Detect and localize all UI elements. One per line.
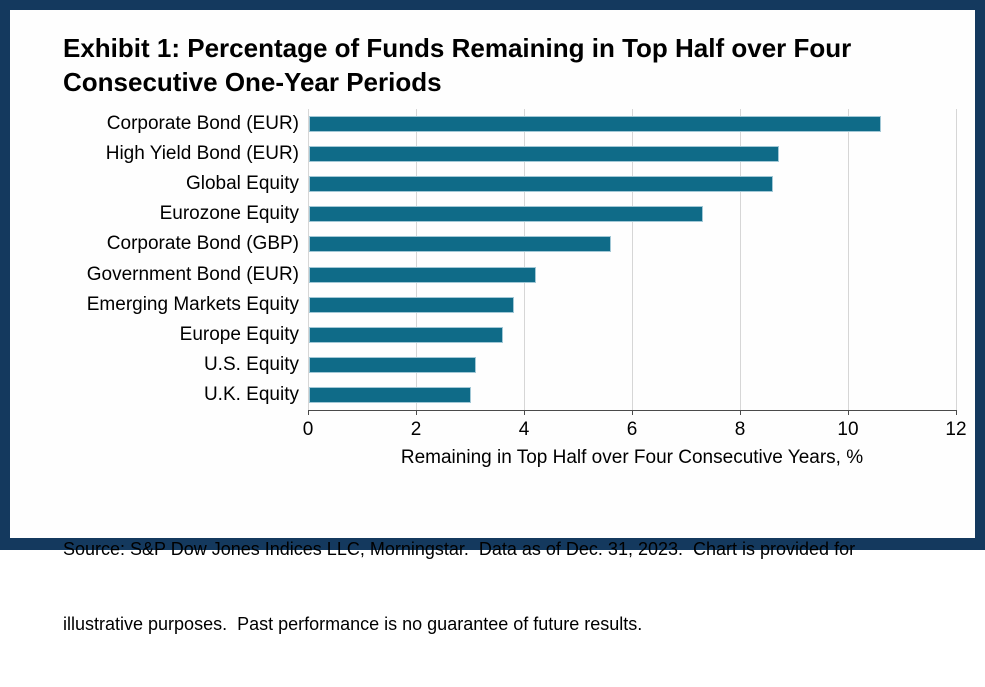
source-note-line-2: illustrative purposes. Past performance … [63, 614, 643, 634]
category-label: Corporate Bond (GBP) [106, 233, 299, 255]
category-label: Europe Equity [179, 323, 299, 345]
category-label: Eurozone Equity [159, 203, 299, 225]
chart-panel: Exhibit 1: Percentage of Funds Remaining… [10, 10, 975, 634]
x-axis-label: Remaining in Top Half over Four Consecut… [400, 447, 864, 468]
outer-navy-border: Exhibit 1: Percentage of Funds Remaining… [0, 0, 985, 634]
category-label: Government Bond (EUR) [86, 263, 299, 285]
gridline [416, 109, 417, 410]
x-tick-label: 4 [518, 419, 530, 440]
bar [309, 386, 471, 403]
bar [309, 146, 779, 163]
bar [309, 116, 882, 133]
x-tick-label: 6 [626, 419, 638, 440]
exhibit-title-line-2: Consecutive One-Year Periods [63, 67, 442, 97]
bar-chart: Remaining in Top Half over Four Consecut… [10, 10, 975, 538]
x-tick-mark [740, 410, 741, 415]
x-tick-mark [524, 410, 525, 415]
bar [309, 176, 774, 193]
x-tick-label: 0 [302, 419, 314, 440]
gridline [308, 109, 309, 410]
bar [309, 266, 536, 283]
gridline [632, 109, 633, 410]
bar [309, 236, 612, 253]
x-tick-label: 12 [945, 419, 967, 440]
category-label: U.K. Equity [203, 383, 299, 405]
exhibit-title: Exhibit 1: Percentage of Funds Remaining… [63, 31, 975, 99]
bar [309, 326, 504, 343]
exhibit-title-line-1: Exhibit 1: Percentage of Funds Remaining… [63, 33, 852, 63]
x-tick-label: 2 [410, 419, 422, 440]
x-tick-mark [632, 410, 633, 415]
gridline [848, 109, 849, 410]
bar [309, 206, 704, 223]
category-label: High Yield Bond (EUR) [105, 143, 299, 165]
x-tick-mark [308, 410, 309, 415]
x-tick-mark [416, 410, 417, 415]
category-label: Global Equity [185, 173, 299, 195]
bar [309, 356, 477, 373]
bar [309, 296, 515, 313]
gridline [740, 109, 741, 410]
x-tick-label: 10 [837, 419, 859, 440]
source-note: Source: S&P Dow Jones Indices LLC, Morni… [63, 487, 855, 687]
category-label: Emerging Markets Equity [86, 293, 299, 315]
gridline [956, 109, 957, 410]
category-label: U.S. Equity [203, 353, 299, 375]
x-tick-mark [956, 410, 957, 415]
gridline [524, 109, 525, 410]
x-tick-mark [848, 410, 849, 415]
x-axis-line [308, 410, 956, 411]
x-tick-label: 8 [734, 419, 746, 440]
category-label: Corporate Bond (EUR) [106, 113, 299, 134]
